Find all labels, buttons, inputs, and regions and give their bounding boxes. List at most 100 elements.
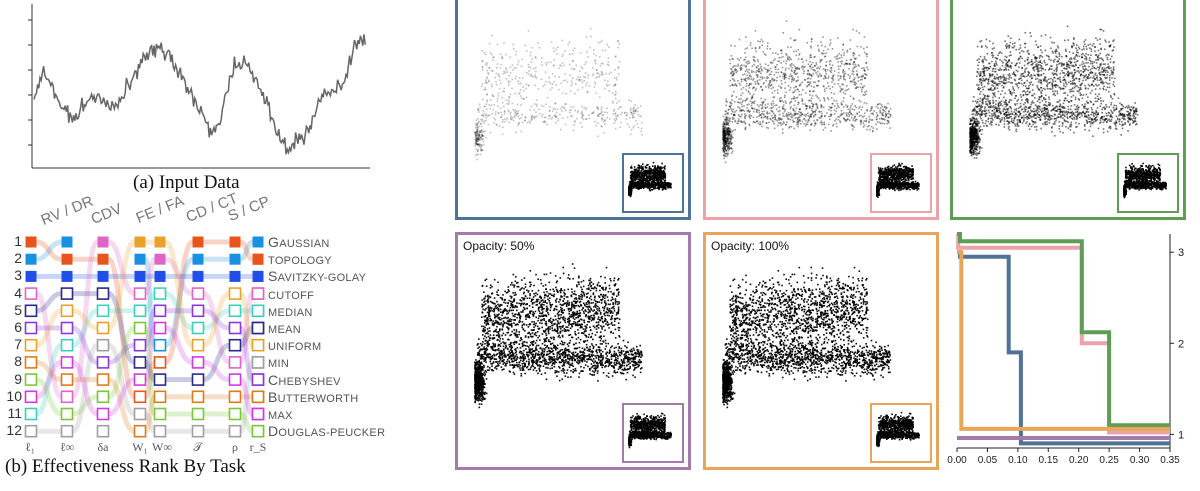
rank-square	[98, 374, 109, 385]
rank-square	[98, 357, 109, 368]
method-name-initial: B	[268, 389, 278, 405]
method-legend-square	[253, 254, 264, 265]
opacity-label: Opacity: 50%	[463, 239, 534, 253]
rank-square	[98, 323, 109, 334]
rank-square	[26, 254, 37, 265]
rank-square	[193, 409, 204, 420]
rank-square	[230, 288, 241, 299]
method-name-rest: MAX	[268, 410, 293, 422]
rank-number: 3	[2, 267, 22, 283]
rank-square	[193, 271, 204, 282]
x-tick-label: 0.05	[978, 455, 998, 466]
method-legend-square	[253, 374, 264, 385]
rank-number: 4	[2, 285, 22, 301]
rank-square	[230, 374, 241, 385]
method-name: MIN	[268, 354, 289, 370]
rank-square	[230, 305, 241, 316]
rank-square	[193, 237, 204, 248]
method-name-rest: UTTERWORTH	[278, 393, 359, 405]
rank-square	[62, 409, 73, 420]
metric-label: 𝒯	[185, 440, 211, 455]
thumbnail-inset	[1117, 153, 1179, 213]
rank-square	[62, 288, 73, 299]
rank-square	[230, 426, 241, 437]
rank-square	[135, 237, 146, 248]
metric-label: W∞	[149, 440, 175, 455]
method-legend-square	[253, 409, 264, 420]
rank-square	[26, 323, 37, 334]
rank-square	[26, 237, 37, 248]
rank-number: 12	[2, 422, 22, 438]
point-cloud	[628, 413, 672, 449]
x-tick-label: 0.35	[1160, 455, 1180, 466]
rank-square	[230, 237, 241, 248]
rank-square	[62, 237, 73, 248]
method-name: SAVITZKY-GOLAY	[268, 268, 366, 284]
rank-square	[155, 391, 166, 402]
rank-square	[62, 374, 73, 385]
method-legend-square	[253, 391, 264, 402]
rank-square	[26, 426, 37, 437]
rank-square	[193, 323, 204, 334]
rank-square	[98, 288, 109, 299]
method-legend-square	[253, 340, 264, 351]
method-name: CUTOFF	[268, 286, 314, 302]
method-name: MEAN	[268, 320, 301, 336]
step-series-line	[957, 252, 1170, 443]
rank-square	[62, 391, 73, 402]
rank-square	[155, 374, 166, 385]
method-legend-square	[253, 288, 264, 299]
rank-square	[230, 409, 241, 420]
rank-square	[155, 409, 166, 420]
method-name: GAUSSIAN	[268, 234, 330, 250]
rank-square	[62, 357, 73, 368]
rank-square	[62, 254, 73, 265]
x-tick-label: 0.30	[1130, 455, 1150, 466]
rank-square	[193, 305, 204, 316]
metric-label: ℓ₁	[17, 440, 43, 455]
point-cloud	[1123, 163, 1167, 199]
step-series-line	[957, 234, 1170, 425]
method-name-initial: G	[268, 234, 279, 250]
rank-square	[26, 374, 37, 385]
method-name-rest: MEDIAN	[268, 307, 313, 319]
rank-square	[193, 340, 204, 351]
rank-square	[26, 271, 37, 282]
method-name: TOPOLOGY	[268, 251, 332, 267]
rank-square	[230, 254, 241, 265]
rank-square	[155, 357, 166, 368]
input-signal-line	[34, 34, 365, 154]
point-cloud	[474, 28, 643, 160]
x-tick-label: 0.00	[947, 455, 967, 466]
thumbnail-inset	[870, 403, 932, 463]
rank-square	[230, 391, 241, 402]
thumbnail-plot	[1119, 155, 1177, 211]
y-tick-label: 1	[1178, 429, 1184, 441]
rank-square	[155, 288, 166, 299]
method-name-rest: MEAN	[268, 324, 301, 336]
scatter-panel-3	[950, 0, 1186, 220]
thumbnail-plot	[624, 405, 682, 461]
rank-square	[193, 391, 204, 402]
rank-square	[26, 409, 37, 420]
method-name-initial: D	[268, 423, 278, 439]
rank-square	[135, 271, 146, 282]
rank-number: 11	[2, 405, 22, 421]
method-name: CHEBYSHEV	[268, 372, 341, 388]
rank-square	[135, 391, 146, 402]
rank-square	[230, 357, 241, 368]
rank-square	[62, 271, 73, 282]
rank-square	[193, 288, 204, 299]
rank-square	[230, 323, 241, 334]
method-name-rest: HEBYSHEV	[278, 376, 340, 388]
x-tick-label: 0.25	[1099, 455, 1119, 466]
rank-square	[98, 409, 109, 420]
rank-square	[135, 254, 146, 265]
thumbnail-plot	[872, 155, 930, 211]
rank-square	[135, 426, 146, 437]
rank-square	[155, 426, 166, 437]
rank-square	[98, 340, 109, 351]
